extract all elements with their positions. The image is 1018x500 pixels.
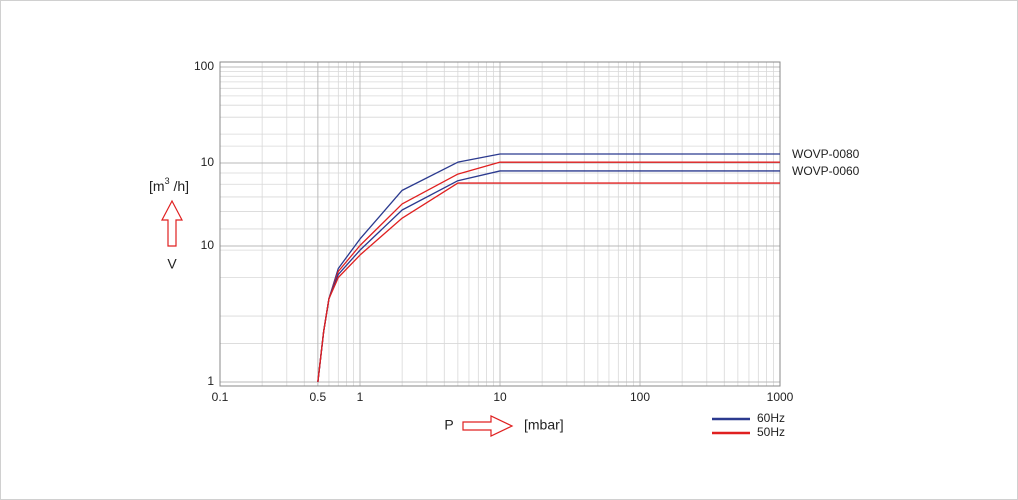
plot: WOVP-0080 WOVP-0060 xyxy=(317,147,860,383)
x-label: P xyxy=(444,417,453,433)
y-tick-label: 100 xyxy=(194,59,214,73)
y-tick-label: 1 xyxy=(207,374,214,388)
x-arrow xyxy=(462,415,514,437)
legend-label: 50Hz xyxy=(757,425,785,439)
plot-frame xyxy=(219,61,781,387)
x-tick-label: 1000 xyxy=(767,390,794,404)
series-model-label: WOVP-0080 xyxy=(792,147,860,161)
y-unit-b: /h] xyxy=(170,178,189,194)
grid: 0.1 0.5 1 10 100 1000 100 10 10 1 xyxy=(194,59,794,404)
x-tick-label: 100 xyxy=(630,390,650,404)
y-unit-a: [m xyxy=(149,178,165,194)
x-tick-label: 1 xyxy=(357,390,364,404)
series-model-label: WOVP-0060 xyxy=(792,164,860,178)
y-label: V xyxy=(167,256,177,272)
y-unit: [m3 /h] xyxy=(149,176,189,193)
x-tick-label: 0.5 xyxy=(310,390,327,404)
x-tick-label: 10 xyxy=(493,390,507,404)
y-tick-label: 10 xyxy=(201,155,215,169)
x-tick-label: 0.1 xyxy=(212,390,229,404)
legend-label: 60Hz xyxy=(757,411,785,425)
x-unit: [mbar] xyxy=(524,417,564,433)
y-tick-label: 10 xyxy=(201,238,215,252)
series-line xyxy=(317,182,780,383)
y-arrow xyxy=(161,199,183,247)
y-unit-sup: 3 xyxy=(165,176,170,186)
